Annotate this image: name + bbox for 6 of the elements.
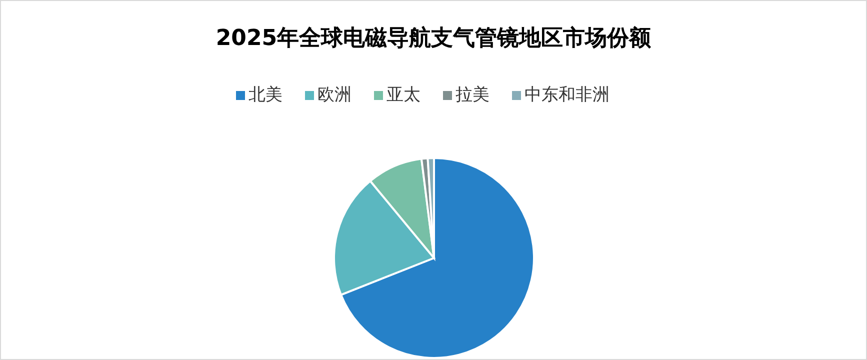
legend-label: 北美 bbox=[248, 85, 282, 105]
legend-label: 欧洲 bbox=[318, 85, 352, 105]
legend-label: 拉美 bbox=[456, 85, 490, 105]
legend-label: 中东和非洲 bbox=[524, 85, 610, 105]
chart-title: 2025年全球电磁导航支气管镜地区市场份额 bbox=[214, 24, 652, 53]
legend-label: 亚太 bbox=[386, 85, 420, 105]
